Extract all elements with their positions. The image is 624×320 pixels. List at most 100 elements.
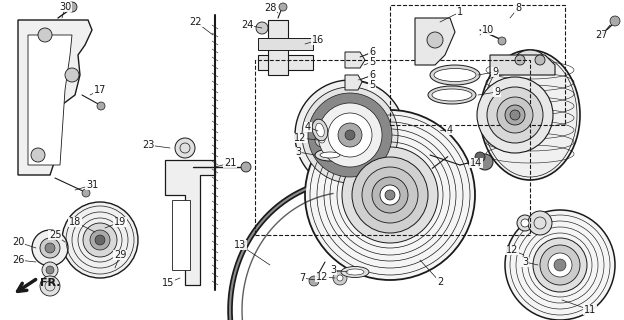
Circle shape: [65, 68, 79, 82]
Circle shape: [295, 80, 405, 190]
Bar: [390, 5, 565, 125]
Text: 12: 12: [294, 133, 306, 143]
Circle shape: [32, 230, 68, 266]
Circle shape: [342, 147, 438, 243]
Text: 23: 23: [142, 140, 154, 150]
Circle shape: [337, 275, 343, 281]
Ellipse shape: [434, 68, 476, 82]
Ellipse shape: [428, 86, 476, 104]
Text: 26: 26: [12, 255, 24, 265]
Circle shape: [31, 148, 45, 162]
Circle shape: [497, 97, 533, 133]
Text: 19: 19: [114, 217, 126, 227]
Bar: [258, 38, 313, 50]
Text: 9: 9: [494, 87, 500, 97]
Circle shape: [175, 138, 195, 158]
Text: 3: 3: [295, 147, 301, 157]
Text: 27: 27: [596, 30, 608, 40]
Polygon shape: [415, 18, 455, 65]
Text: 2: 2: [437, 277, 443, 287]
Bar: [268, 20, 288, 75]
Text: 5: 5: [369, 80, 375, 90]
Text: 6: 6: [369, 70, 375, 80]
Text: 5: 5: [369, 57, 375, 67]
Circle shape: [521, 219, 529, 227]
Circle shape: [505, 210, 615, 320]
Text: 4: 4: [447, 125, 453, 135]
Circle shape: [328, 113, 372, 157]
Text: 17: 17: [94, 85, 106, 95]
Circle shape: [279, 3, 287, 11]
Text: 15: 15: [162, 278, 174, 288]
Circle shape: [475, 152, 485, 162]
Bar: [255, 60, 530, 235]
Bar: [258, 55, 313, 70]
Text: 20: 20: [12, 237, 24, 247]
Circle shape: [498, 37, 506, 45]
Ellipse shape: [316, 123, 324, 137]
Circle shape: [97, 102, 105, 110]
Circle shape: [380, 185, 400, 205]
Text: 6: 6: [369, 47, 375, 57]
Circle shape: [90, 230, 110, 250]
Text: 29: 29: [114, 250, 126, 260]
Text: 21: 21: [224, 158, 236, 168]
Ellipse shape: [432, 89, 472, 101]
Ellipse shape: [320, 152, 340, 158]
Circle shape: [309, 276, 319, 286]
Text: 12: 12: [506, 245, 518, 255]
Polygon shape: [345, 52, 365, 68]
Circle shape: [95, 235, 105, 245]
Circle shape: [540, 245, 580, 285]
Circle shape: [338, 123, 362, 147]
Circle shape: [38, 28, 52, 42]
Circle shape: [318, 103, 382, 167]
Text: 3: 3: [330, 265, 336, 275]
Text: 3: 3: [522, 257, 528, 267]
Polygon shape: [345, 75, 362, 90]
Circle shape: [319, 137, 325, 143]
Bar: [172, 200, 190, 270]
Circle shape: [256, 22, 268, 34]
Circle shape: [45, 243, 55, 253]
Circle shape: [515, 55, 525, 65]
Circle shape: [83, 223, 117, 257]
Text: 24: 24: [241, 20, 253, 30]
Circle shape: [505, 105, 525, 125]
Circle shape: [241, 162, 251, 172]
Ellipse shape: [346, 269, 364, 275]
Polygon shape: [165, 160, 215, 285]
Circle shape: [510, 110, 520, 120]
Text: 4: 4: [305, 122, 311, 132]
Polygon shape: [490, 55, 555, 75]
Text: 8: 8: [515, 3, 521, 13]
Circle shape: [372, 177, 408, 213]
Text: 16: 16: [312, 35, 324, 45]
Ellipse shape: [480, 50, 580, 180]
Ellipse shape: [312, 119, 328, 141]
Circle shape: [610, 16, 620, 26]
Circle shape: [40, 238, 60, 258]
Circle shape: [535, 55, 545, 65]
Circle shape: [315, 133, 329, 147]
Circle shape: [62, 202, 138, 278]
Polygon shape: [28, 35, 72, 165]
Text: 28: 28: [264, 3, 276, 13]
Text: 25: 25: [49, 230, 61, 240]
Circle shape: [345, 130, 355, 140]
Circle shape: [333, 271, 347, 285]
Ellipse shape: [430, 65, 480, 85]
Circle shape: [305, 110, 475, 280]
Ellipse shape: [315, 149, 345, 161]
Text: FR.: FR.: [40, 278, 61, 288]
Ellipse shape: [515, 50, 545, 70]
Text: 22: 22: [190, 17, 202, 27]
Circle shape: [477, 154, 493, 170]
Text: 7: 7: [299, 273, 305, 283]
Circle shape: [82, 189, 90, 197]
Circle shape: [302, 87, 398, 183]
Circle shape: [362, 167, 418, 223]
Text: 18: 18: [69, 217, 81, 227]
Circle shape: [528, 211, 552, 235]
Circle shape: [548, 253, 572, 277]
